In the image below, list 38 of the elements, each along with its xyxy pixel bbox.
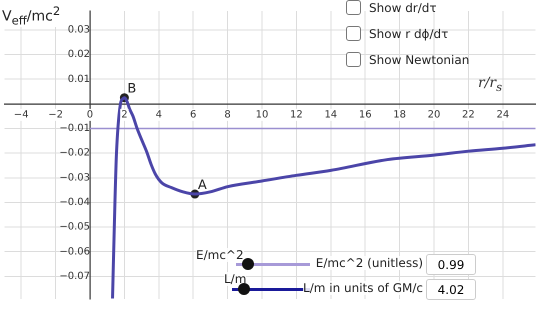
- x-tick-label: −4: [14, 109, 29, 120]
- annotation: Show Newtonian: [369, 52, 470, 66]
- x-tick-label: 0: [86, 109, 94, 120]
- annotation: E/mc^2: [196, 248, 244, 262]
- annotation: 0.99: [426, 254, 476, 275]
- y-tick-label: 0.01: [68, 74, 90, 85]
- y-tick-label: −0.05: [59, 222, 90, 233]
- x-tick-label: 14: [324, 109, 338, 120]
- annotation: A: [198, 178, 207, 193]
- x-tick-label: 12: [290, 109, 303, 120]
- y-tick-label: −0.01: [59, 123, 90, 134]
- x-tick-label: 6: [190, 109, 196, 120]
- x-axis-title: r/r$_{s}$: [478, 75, 502, 94]
- y-tick-label: 0.02: [68, 49, 90, 60]
- annotation: Show dr/dτ: [369, 0, 437, 14]
- y-tick-label: 0.03: [68, 24, 90, 36]
- x-tick-label: 22: [462, 109, 475, 120]
- y-axis-title: V$_{eff}$/mc$^{2}$: [2, 4, 60, 28]
- y-tick-label: −0.06: [59, 246, 90, 258]
- annotation: Show r dϕ/dτ: [369, 26, 448, 40]
- x-tick-label: 16: [358, 109, 372, 120]
- x-tick-label: 8: [224, 109, 231, 120]
- x-tick-label: 20: [428, 109, 440, 120]
- annotation: E/mc^2 (unitless): [316, 256, 423, 270]
- y-tick-label: −0.02: [59, 148, 90, 159]
- annotation: L/m: [224, 272, 246, 286]
- x-tick-label: 10: [256, 109, 268, 120]
- y-tick-label: −0.07: [59, 270, 90, 282]
- annotation: 4.02: [426, 279, 476, 300]
- annotation: B: [127, 82, 136, 97]
- y-tick-label: −0.04: [59, 197, 90, 208]
- x-tick-label: 24: [496, 109, 510, 120]
- x-tick-label: 4: [156, 109, 162, 120]
- y-tick-label: −0.03: [59, 172, 90, 184]
- x-tick-label: 18: [393, 109, 406, 120]
- annotation: L/m in units of GM/c: [303, 281, 423, 295]
- x-tick-label: −2: [48, 109, 63, 120]
- x-tick-label: 2: [121, 109, 128, 120]
